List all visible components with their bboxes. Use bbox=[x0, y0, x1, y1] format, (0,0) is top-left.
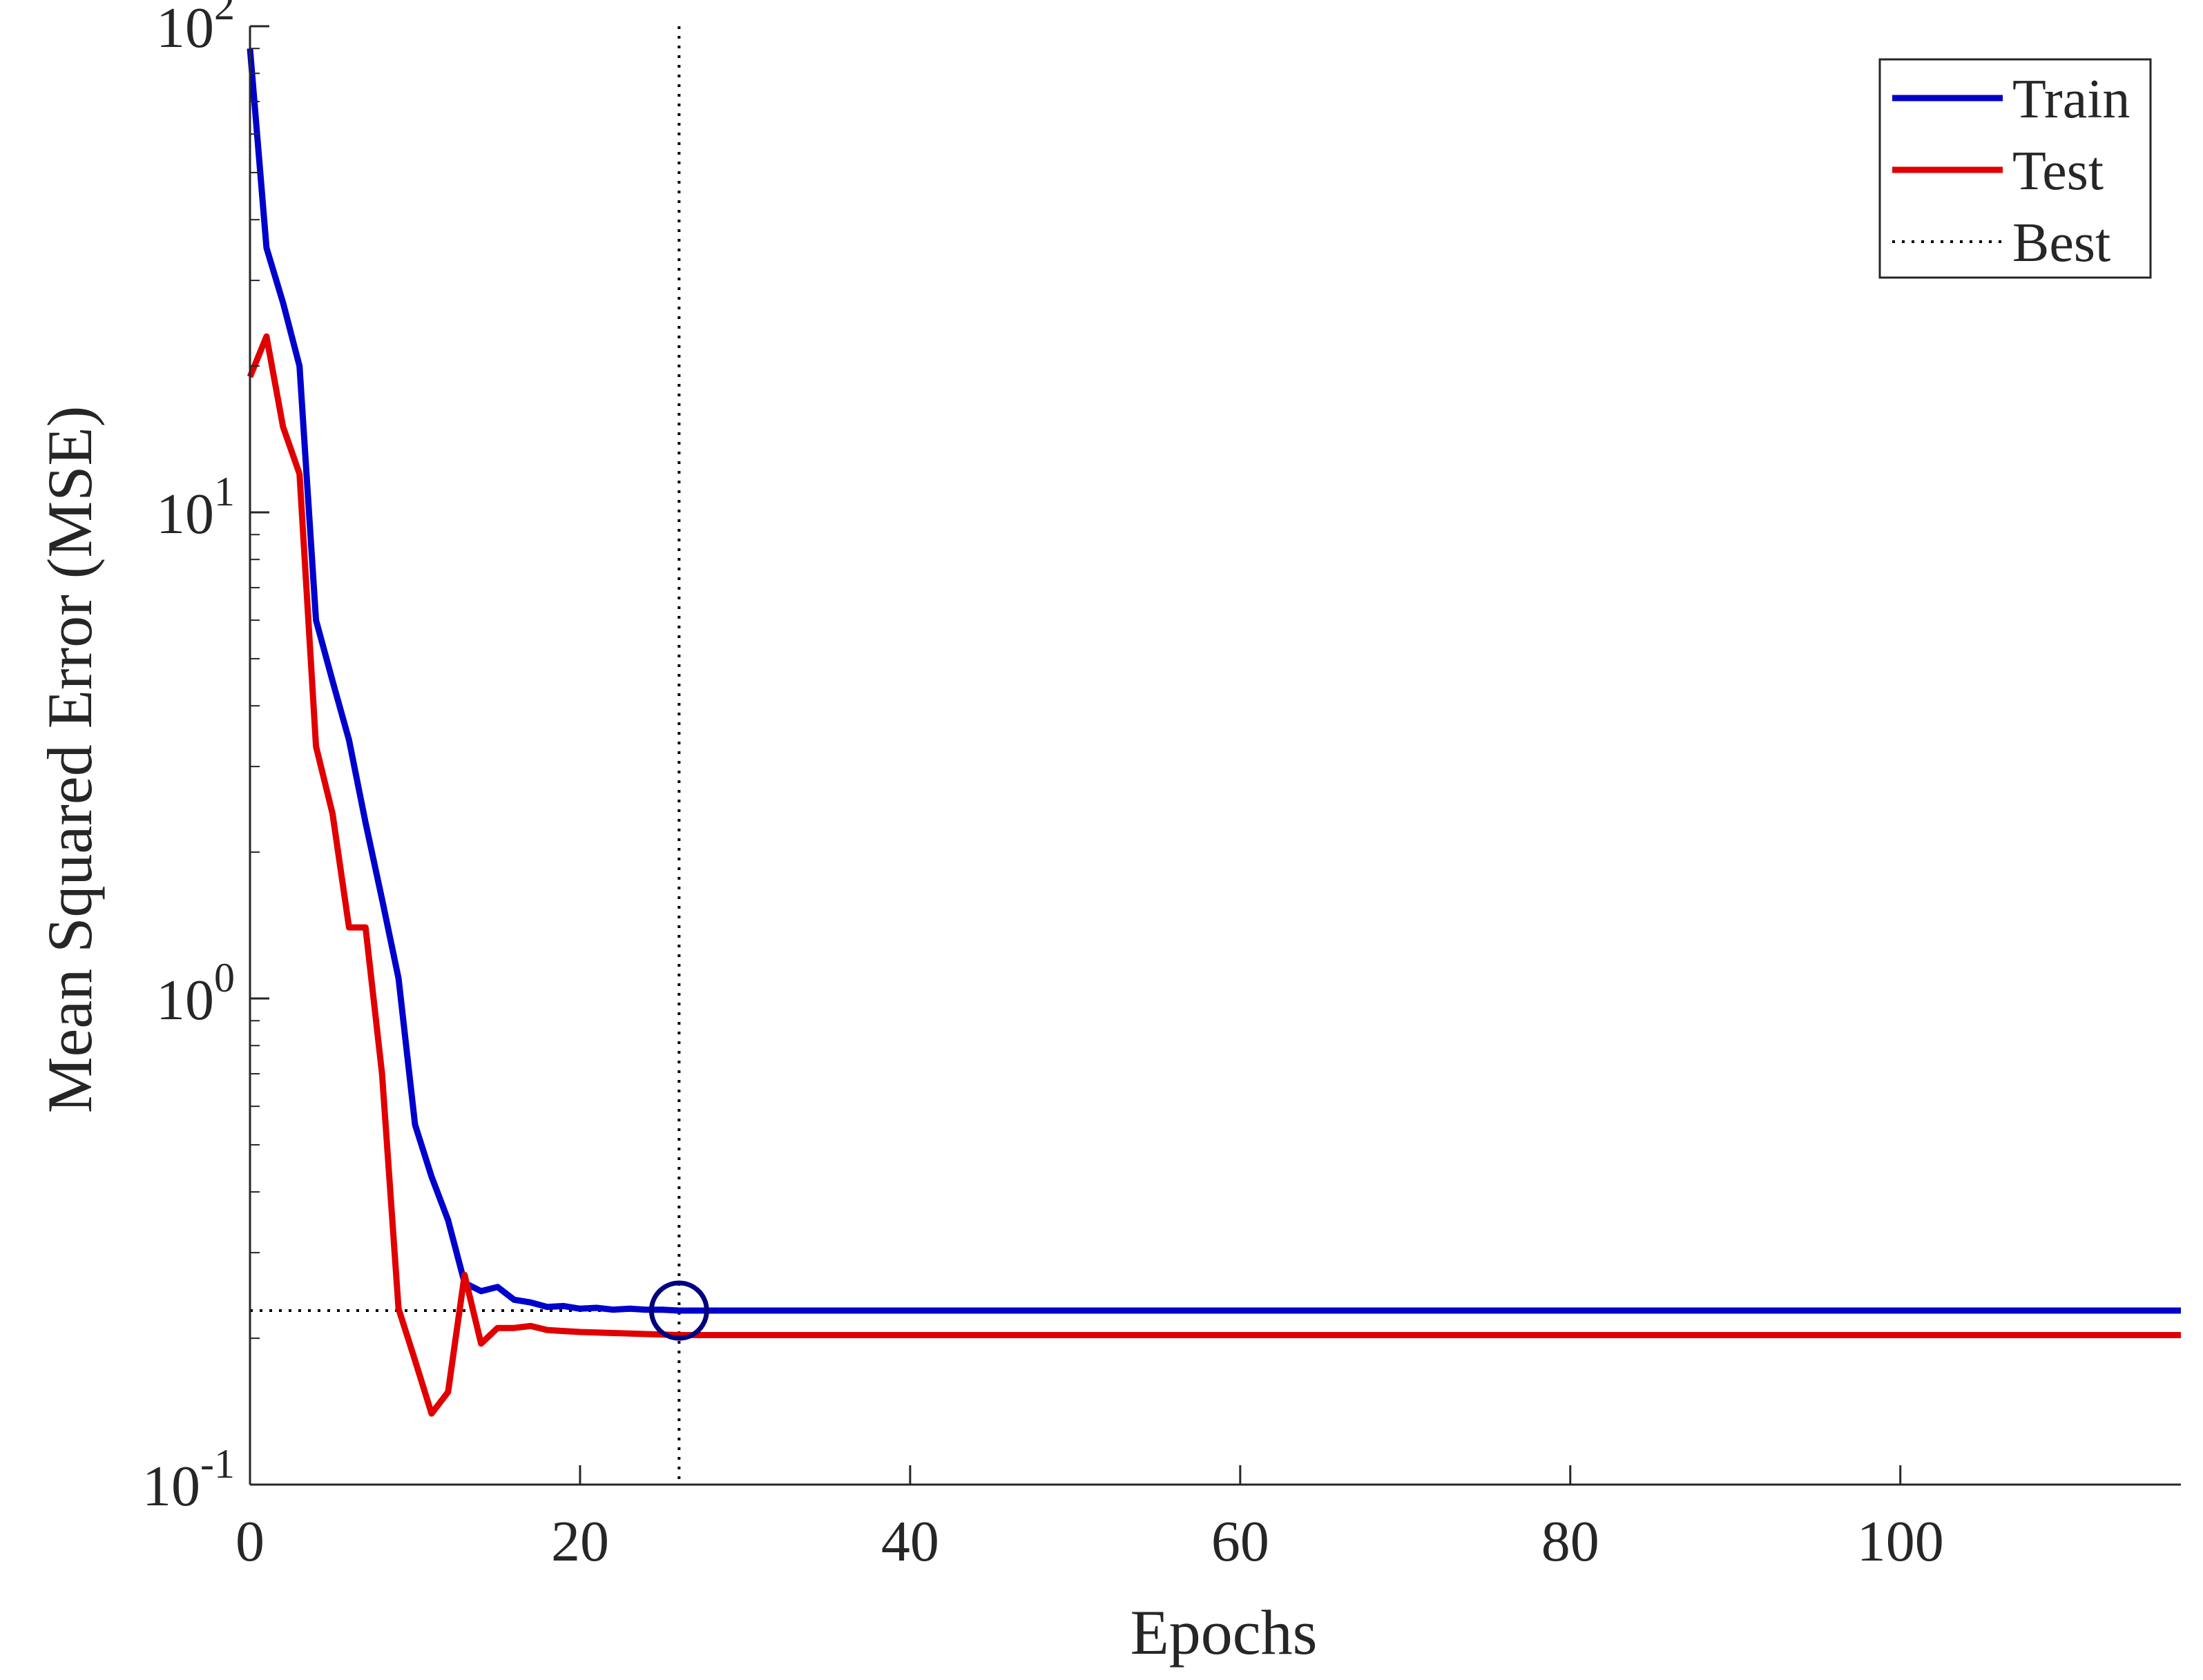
x-tick-label: 20 bbox=[551, 1509, 609, 1574]
x-tick-label: 80 bbox=[1541, 1509, 1599, 1574]
series-line-test bbox=[247, 333, 2181, 1417]
axes: 0 20 40 60 80 100 10-1 100 101 102 bbox=[142, 0, 2181, 1574]
legend: Train Test Best bbox=[1878, 58, 2152, 279]
legend-label-best: Best bbox=[2012, 213, 2110, 273]
best-point-marker bbox=[648, 1280, 709, 1341]
plot-area bbox=[247, 26, 2181, 1485]
y-axis-label: Mean Squared Error (MSE) bbox=[35, 406, 105, 1114]
x-tick-label: 40 bbox=[881, 1509, 939, 1574]
x-axis-label: Epochs bbox=[1131, 1597, 1318, 1668]
series-line-train bbox=[247, 48, 2181, 1314]
x-tick-label: 0 bbox=[235, 1509, 264, 1574]
y-tick-label: 100 bbox=[156, 955, 235, 1032]
x-tick-label: 60 bbox=[1211, 1509, 1269, 1574]
y-tick-label: 101 bbox=[156, 469, 235, 546]
y-tick-label: 10-1 bbox=[142, 1441, 235, 1518]
legend-label-train: Train bbox=[2012, 69, 2130, 130]
x-tick-label: 100 bbox=[1857, 1509, 1944, 1574]
legend-label-test: Test bbox=[2012, 141, 2104, 202]
y-tick-label: 102 bbox=[156, 0, 235, 60]
